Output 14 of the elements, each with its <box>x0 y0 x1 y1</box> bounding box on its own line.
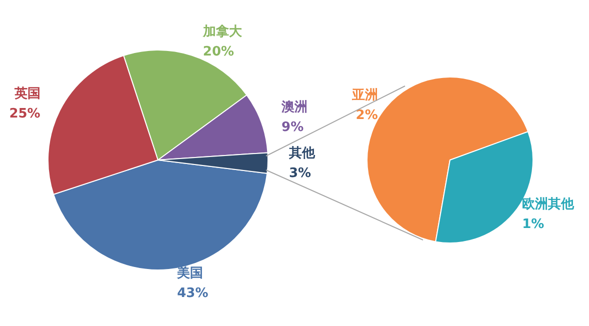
slice-label: 英国 <box>13 86 40 102</box>
data-label: 2% <box>356 108 378 123</box>
data-label: 3% <box>288 166 312 181</box>
slice-label: 其他 <box>288 146 316 161</box>
data-label: 20% <box>202 44 234 60</box>
slice-label: 美国 <box>176 264 204 281</box>
data-label: 43% <box>177 286 208 301</box>
slice-label: 澳洲 <box>280 100 308 116</box>
slice-label: 欧洲其他 <box>522 197 576 212</box>
data-label: 1% <box>522 217 544 232</box>
slice-label: 亚洲 <box>350 88 378 103</box>
data-label: 9% <box>282 120 304 136</box>
data-label: 25% <box>9 106 40 122</box>
slice-label: 加拿大 <box>202 23 243 40</box>
